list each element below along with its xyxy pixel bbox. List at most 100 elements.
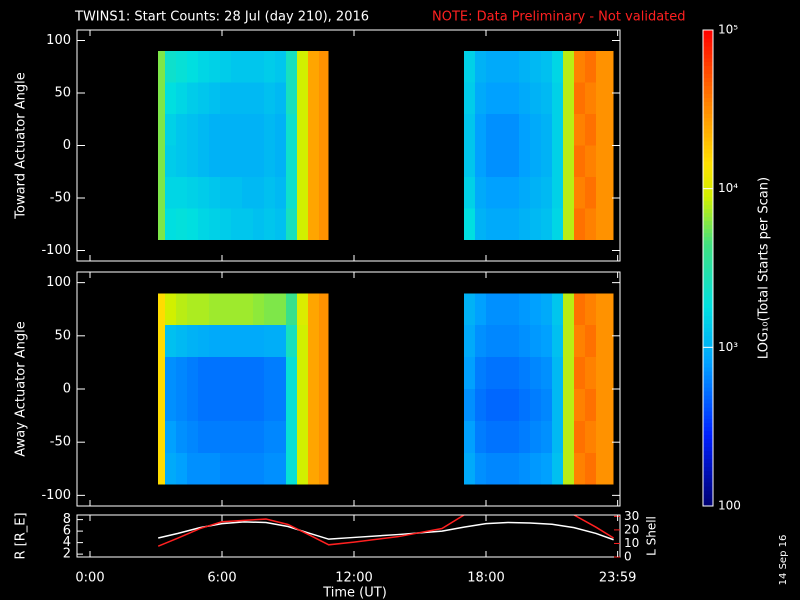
heatmap-cell (574, 420, 585, 453)
y2-tick-label: 0 (624, 550, 632, 564)
colorbar-swatch (703, 156, 713, 162)
heatmap-cell (318, 293, 329, 326)
x-tick-label: 18:00 (467, 571, 504, 586)
colorbar-swatch (703, 347, 713, 352)
heatmap-cell (497, 208, 508, 240)
heatmap-cell (263, 293, 275, 326)
heatmap-cell (585, 145, 596, 177)
colorbar-swatch (703, 192, 713, 198)
heatmap-cell (475, 389, 486, 421)
heatmap-cell (585, 357, 596, 389)
heatmap-cell (530, 82, 541, 114)
heatmap-cell (585, 114, 596, 146)
heatmap-cell (197, 114, 209, 146)
x-tick-label: 12:00 (335, 571, 372, 586)
heatmap-cell (285, 145, 297, 177)
heatmap-cell (307, 357, 319, 389)
heatmap-cell (318, 325, 329, 358)
heatmap-cell (519, 325, 530, 358)
y-tick-label: 8 (63, 512, 71, 527)
heatmap-cell (464, 177, 475, 209)
heatmap-cell (197, 389, 209, 421)
y-tick-label: 100 (46, 33, 71, 48)
y-tick-label: -50 (50, 191, 71, 206)
heatmap-cell (475, 325, 486, 358)
heatmap-cell (585, 82, 596, 114)
heatmap-cell (508, 452, 519, 485)
colorbar-swatch (703, 383, 713, 388)
heatmap-cell (164, 357, 176, 389)
colorbar-swatch (703, 458, 713, 463)
heatmap-cell (252, 389, 264, 421)
colorbar-swatch (703, 434, 713, 440)
heatmap-cell (519, 51, 530, 83)
colorbar-swatch (703, 204, 713, 209)
heatmap-cell (164, 51, 176, 83)
colorbar-swatch (703, 291, 713, 297)
heatmap-cell (285, 357, 297, 389)
colorbar-swatch (703, 343, 713, 348)
colorbar-swatch (703, 430, 713, 436)
heatmap-cell (241, 452, 253, 485)
x-tick-label: 6:00 (207, 571, 236, 586)
heatmap-cell (530, 452, 541, 485)
heatmap-cell (596, 82, 614, 114)
heatmap-cell (475, 145, 486, 177)
heatmap-cell (186, 420, 198, 453)
heatmap-cell (208, 452, 220, 485)
colorbar-swatch (703, 216, 713, 221)
heatmap-cell (175, 452, 187, 485)
heatmap-cell (296, 420, 308, 453)
colorbar-swatch (703, 53, 713, 59)
heatmap-cell (318, 208, 329, 240)
heatmap-cell (519, 82, 530, 114)
heatmap-cell (241, 208, 253, 240)
colorbar-swatch (703, 355, 713, 360)
colorbar-swatch (703, 109, 713, 114)
heatmap-cell (158, 82, 165, 114)
colorbar-swatch (703, 303, 713, 309)
heatmap-cell (318, 114, 329, 146)
heatmap-cell (186, 452, 198, 485)
heatmap-cell (596, 114, 614, 146)
heatmap-cell (530, 208, 541, 240)
heatmap-cell (164, 420, 176, 453)
heatmap-cell (158, 325, 165, 358)
heatmap-cell (175, 293, 187, 326)
colorbar-swatch (703, 248, 713, 253)
heatmap-cell (197, 177, 209, 209)
heatmap-cell (186, 325, 198, 358)
heatmap-cell (164, 389, 176, 421)
heatmap-cell (252, 420, 264, 453)
colorbar-swatch (703, 212, 713, 217)
colorbar-swatch (703, 61, 713, 67)
heatmap-cell (552, 325, 563, 358)
colorbar-swatch (703, 359, 713, 364)
heatmap-cell (197, 208, 209, 240)
heatmap-cell (197, 145, 209, 177)
heatmap-cell (186, 145, 198, 177)
heatmap-cell (307, 145, 319, 177)
y-tick-label: -50 (50, 435, 71, 450)
heatmap-cell (519, 357, 530, 389)
heatmap-cell (296, 452, 308, 485)
y-tick-label: 2 (63, 547, 71, 562)
heatmap-cell (475, 82, 486, 114)
colorbar-swatch (703, 268, 713, 273)
colorbar-swatch (703, 168, 713, 174)
heatmap-cell (230, 145, 242, 177)
heatmap-cell (175, 420, 187, 453)
heatmap-cell (219, 208, 231, 240)
heatmap-cell (186, 177, 198, 209)
heatmap-cell (252, 357, 264, 389)
colorbar-swatch (703, 129, 713, 134)
colorbar-swatch (703, 41, 713, 47)
heatmap-cell (563, 420, 574, 453)
heatmap-cell (486, 51, 497, 83)
heatmap-cell (552, 145, 563, 177)
heatmap-cell (519, 389, 530, 421)
colorbar-swatch (703, 387, 713, 392)
heatmap-cell (186, 389, 198, 421)
heatmap-cell (464, 325, 475, 358)
heatmap-cell (552, 208, 563, 240)
